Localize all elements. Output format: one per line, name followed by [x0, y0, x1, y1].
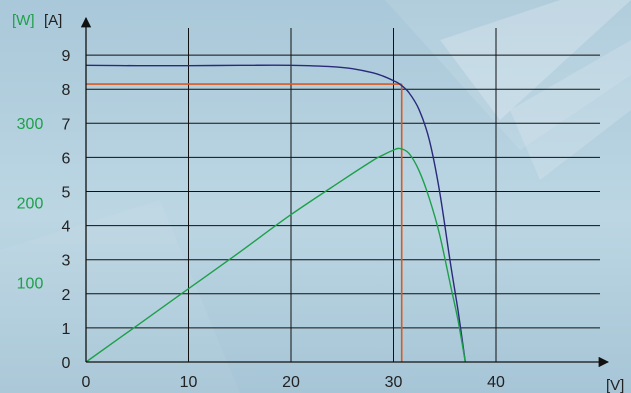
x-tick-label: 0: [82, 374, 91, 391]
y-tick-label: 4: [62, 219, 71, 236]
y-tick-label: 3: [62, 253, 71, 270]
y-tick-label: 6: [62, 150, 71, 167]
y-tick-label: 5: [62, 185, 71, 202]
x-tick-label: 30: [385, 374, 403, 391]
y-tick-label: 1: [62, 321, 71, 338]
x-tick-label: 10: [180, 374, 198, 391]
y-tick-label: 2: [62, 287, 71, 304]
series-layer: [85, 64, 466, 363]
axes: [80, 16, 610, 368]
power-unit-label: [W]: [12, 12, 35, 29]
power-curve-line: [85, 147, 466, 363]
power-tick-label: 300: [17, 116, 44, 133]
x-tick-label: 20: [282, 374, 300, 391]
power-tick-label: 200: [17, 196, 44, 213]
y-tick-label: 8: [62, 82, 71, 99]
y-tick-label: 0: [62, 355, 71, 372]
x-unit-label: [V]: [606, 377, 624, 393]
current-curve-line: [85, 64, 466, 363]
x-tick-label: 40: [487, 374, 505, 391]
tick-labels: 0 1 2 3 4 5 6 7 8 9 0 10 20 30 40 100 200 300: [17, 48, 505, 391]
y-tick-label: 9: [62, 48, 71, 65]
y-tick-label: 7: [62, 116, 71, 133]
current-unit-label: [A]: [44, 12, 62, 29]
power-tick-label: 100: [17, 275, 44, 292]
